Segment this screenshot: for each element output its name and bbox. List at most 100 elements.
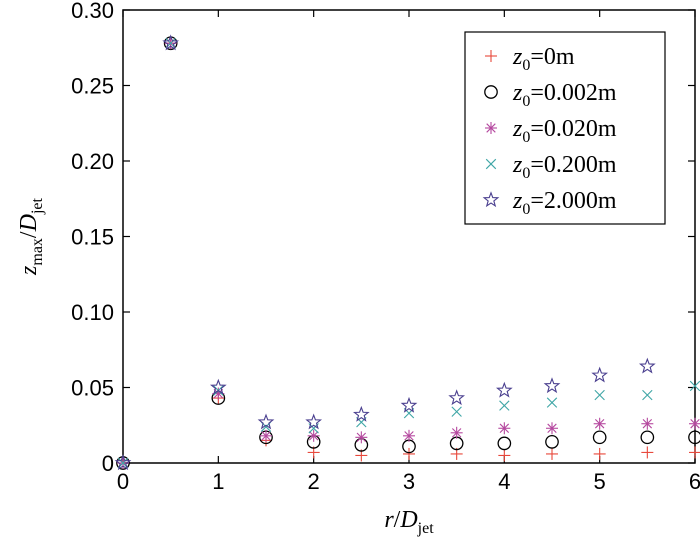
legend-label-subscript: 0 (522, 129, 530, 146)
legend-label-value: =0.002m (530, 80, 617, 106)
legend-marker (485, 158, 497, 170)
data-point (543, 377, 561, 394)
x-tick-label: 4 (498, 469, 510, 494)
data-point (689, 380, 700, 392)
data-point (499, 400, 510, 411)
legend-label: z0=0.020m (512, 116, 617, 146)
data-point (449, 436, 464, 451)
legend-marker (485, 50, 497, 62)
legend-label-subscript: 0 (522, 57, 530, 74)
series-4 (114, 34, 656, 471)
legend-item: z0=0.002m (484, 80, 617, 110)
y-tick-label: 0 (102, 451, 114, 476)
data-point (209, 378, 227, 395)
legend-marker (484, 85, 498, 99)
data-point (355, 431, 368, 444)
legend-label-var: z (512, 116, 523, 142)
legend-label-subscript: 0 (522, 201, 530, 218)
x-tick-label: 0 (117, 469, 129, 494)
data-point (593, 417, 606, 430)
data-point (593, 447, 606, 460)
data-point (546, 447, 558, 460)
data-point (641, 417, 654, 430)
legend-label: z0=0.200m (512, 152, 617, 182)
legend-item: z0=0m (485, 44, 575, 74)
data-point (114, 454, 132, 471)
y-axis-label-var: z (16, 265, 42, 276)
data-point (689, 446, 700, 459)
data-point (638, 357, 656, 374)
legend-label: z0=0.002m (512, 80, 617, 110)
legend-label: z0=0m (512, 44, 575, 74)
data-point (352, 405, 370, 422)
legend-label-value: =0.200m (530, 152, 617, 178)
legend-label-var: z (512, 80, 523, 106)
x-tick-label: 1 (212, 469, 224, 494)
legend-item: z0=0.200m (485, 152, 617, 182)
y-tick-label: 0.30 (71, 0, 114, 23)
data-point (451, 406, 462, 417)
legend-label: z0=2.000m (512, 188, 617, 218)
legend: z0=0mz0=0.002mz0=0.020mz0=0.200mz0=2.000… (464, 31, 666, 225)
x-tick-label: 3 (403, 469, 415, 494)
data-point (642, 389, 653, 401)
legend-label-subscript: 0 (522, 165, 530, 182)
y-axis-label-subscript: jet (29, 198, 46, 216)
y-axis-label: zmax/Djet (16, 198, 46, 276)
legend-items: z0=0mz0=0.002mz0=0.020mz0=0.200mz0=2.000… (482, 44, 617, 218)
x-axis-label-var: r (384, 507, 394, 533)
data-point (305, 413, 323, 430)
x-tick-label: 2 (308, 469, 320, 494)
data-point (640, 430, 655, 445)
series-3 (117, 38, 700, 469)
data-point (546, 422, 558, 435)
legend-label-value: =0.020m (530, 116, 617, 142)
data-point (498, 449, 511, 462)
x-axis-label-subscript: jet (417, 520, 435, 537)
tick-labels: 0 1 2 3 4 5 6 0 0.05 0.10 0.15 0.20 0.25 0.30 (71, 0, 700, 494)
data-point (592, 430, 607, 445)
x-axis-label-slash: / (394, 507, 401, 533)
y-tick-label: 0.15 (71, 225, 114, 250)
y-tick-label: 0.10 (71, 300, 114, 325)
y-axis-label-var-subscript: max (29, 238, 46, 266)
legend-box (464, 31, 666, 225)
data-point (594, 389, 605, 401)
legend-label-var: z (512, 44, 523, 70)
data-point (498, 422, 511, 435)
x-axis-label-symbol: D (399, 507, 417, 533)
data-point (403, 429, 415, 442)
data-point (546, 397, 558, 408)
legend-label-value: =2.000m (530, 188, 617, 214)
data-point (356, 417, 367, 428)
x-tick-label: 6 (689, 469, 700, 494)
legend-item: z0=0.020m (485, 116, 617, 146)
legend-item: z0=2.000m (482, 188, 617, 218)
data-point (688, 430, 700, 445)
data-point (403, 447, 415, 460)
data-point (403, 407, 415, 419)
legend-label-var: z (512, 188, 523, 214)
data-point (448, 389, 466, 406)
y-tick-label: 0.25 (71, 74, 114, 99)
data-point (400, 396, 418, 413)
legend-marker (482, 191, 500, 208)
x-axis-label: r/Djet (384, 507, 434, 537)
y-axis-label-symbol: D (16, 214, 42, 232)
data-point (497, 436, 512, 451)
y-tick-label: 0.05 (71, 376, 114, 401)
data-point (260, 429, 272, 442)
data-point (591, 366, 609, 383)
x-tick-label: 5 (594, 469, 606, 494)
data-point (641, 446, 654, 459)
data-point (307, 429, 320, 442)
data-point (689, 417, 700, 430)
data-point (495, 381, 513, 398)
tick-marks (122, 9, 696, 464)
legend-marker (485, 122, 497, 134)
plot-area: 0 1 2 3 4 5 6 0 0.05 0.10 0.15 0.20 0.25 0.30 (71, 0, 700, 494)
data-point (450, 426, 463, 439)
data-point (257, 413, 275, 430)
y-axis-label-slash: / (16, 231, 42, 238)
